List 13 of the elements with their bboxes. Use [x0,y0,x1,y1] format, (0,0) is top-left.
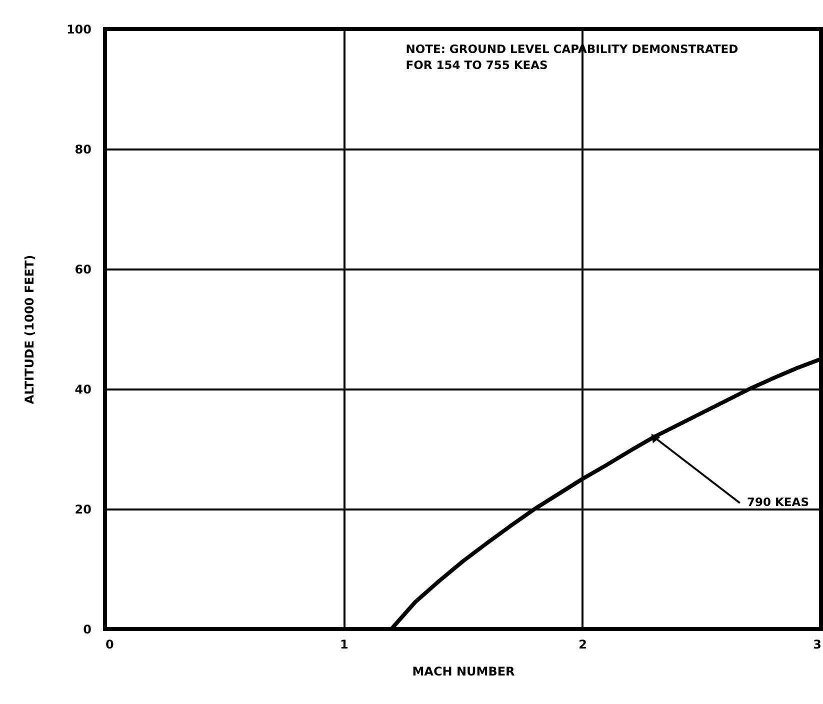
x-tick-label: 1 [340,638,348,652]
annotation: 790 KEAS [747,495,809,509]
y-tick-label: 0 [83,622,92,636]
y-tick-label: 100 [66,22,92,36]
y-axis-title: ALTITUDE (1000 FEET) [22,254,36,404]
x-tick-label: 3 [813,638,822,652]
x-tick-label: 0 [106,638,114,652]
y-tick-label: 60 [74,262,92,276]
y-tick-label: 20 [74,502,92,516]
x-tick-label: 2 [578,638,588,652]
y-tick-label: 80 [74,142,92,156]
x-axis-title: MACH NUMBER [412,664,515,678]
y-tick-label: 40 [74,382,92,396]
